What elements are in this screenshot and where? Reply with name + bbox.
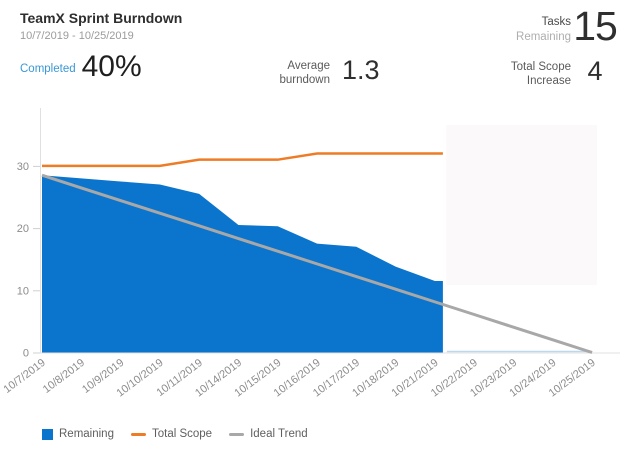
average-burndown-label-line1: Average bbox=[287, 60, 330, 72]
tasks-remaining-label-line2: Remaining bbox=[516, 30, 571, 43]
completed-value: 40% bbox=[81, 50, 142, 83]
kpi-total-scope-increase: Total Scope Increase 4 bbox=[511, 58, 619, 89]
kpi-completed: Completed 40% bbox=[20, 52, 142, 82]
total-scope-increase-value: 4 bbox=[587, 56, 603, 86]
legend-swatch-remaining bbox=[42, 428, 53, 440]
y-tick-label: 30 bbox=[17, 161, 29, 173]
burndown-chart: 010203010/7/201910/8/201910/9/201910/10/… bbox=[2, 108, 620, 400]
widget-title: TeamX Sprint Burndown bbox=[20, 10, 183, 26]
tasks-remaining-label-line1: Tasks bbox=[541, 16, 571, 28]
y-tick-label: 0 bbox=[23, 348, 29, 360]
legend-label: Total Scope bbox=[151, 428, 213, 440]
legend-item-total-scope: Total Scope bbox=[130, 428, 213, 440]
legend-item-remaining: Remaining bbox=[42, 428, 114, 440]
tasks-remaining-value: 15 bbox=[573, 3, 618, 49]
sprint-date-range: 10/7/2019 - 10/25/2019 bbox=[20, 30, 134, 42]
x-tick-label: 10/7/2019 bbox=[2, 357, 48, 396]
total-scope-increase-label-line2: Increase bbox=[526, 75, 571, 88]
total-scope-increase-label-line1: Total Scope bbox=[510, 61, 571, 73]
legend-swatch-total-scope bbox=[130, 432, 146, 436]
average-burndown-label-line2: burndown bbox=[279, 74, 330, 87]
legend-label: Ideal Trend bbox=[250, 428, 308, 440]
total-scope-line bbox=[42, 152, 443, 168]
kpi-tasks-remaining: Tasks Remaining 15 bbox=[516, 3, 619, 49]
kpi-average-burndown: Average burndown 1.3 bbox=[250, 55, 380, 88]
legend-item-ideal-trend: Ideal Trend bbox=[229, 428, 308, 440]
completed-label: Completed bbox=[20, 63, 76, 75]
y-tick-label: 10 bbox=[17, 285, 29, 297]
legend-swatch-ideal-trend bbox=[229, 432, 245, 436]
future-shade-region bbox=[446, 125, 598, 285]
y-tick-label: 20 bbox=[17, 223, 29, 235]
x-tick-label: 10/8/2019 bbox=[41, 357, 87, 396]
chart-legend: Remaining Total Scope Ideal Trend bbox=[42, 428, 308, 440]
average-burndown-value: 1.3 bbox=[342, 55, 380, 85]
legend-label: Remaining bbox=[59, 428, 114, 440]
ideal-trend-line bbox=[41, 173, 593, 354]
remaining-area bbox=[42, 175, 443, 353]
